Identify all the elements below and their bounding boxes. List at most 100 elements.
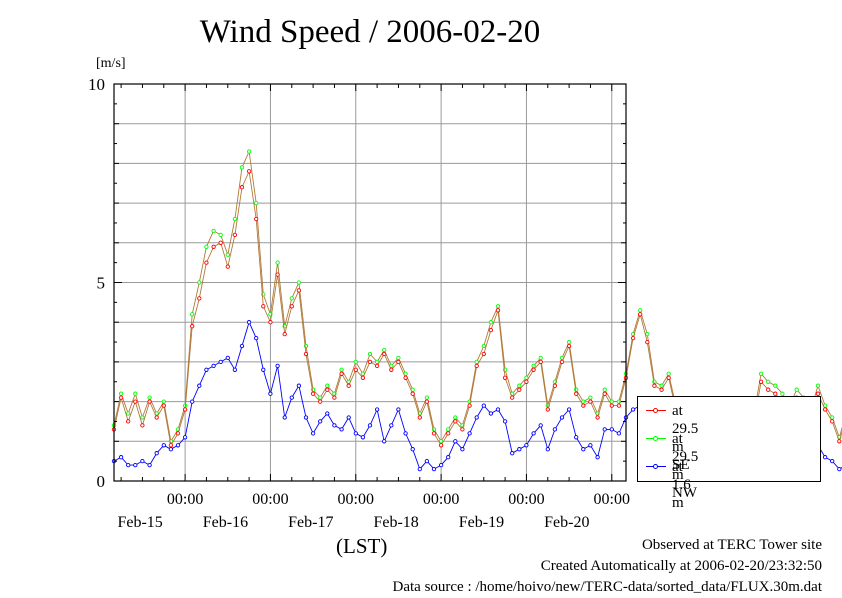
data-point [602, 387, 607, 392]
data-point [232, 232, 238, 238]
data-point [318, 399, 323, 404]
data-point [538, 359, 543, 365]
data-point [630, 407, 636, 412]
y-tick-label: 10 [88, 75, 105, 94]
data-point [474, 359, 479, 365]
data-point [453, 439, 458, 444]
data-point [339, 427, 344, 432]
data-point [225, 264, 230, 269]
data-point [638, 312, 643, 317]
data-point [766, 379, 771, 384]
data-point [531, 367, 536, 372]
data-point [488, 320, 494, 325]
data-point [197, 296, 202, 301]
x-tick-time-label: 00:00 [338, 491, 374, 508]
data-point [417, 415, 422, 420]
data-point [531, 431, 536, 436]
data-point [246, 149, 252, 154]
data-point [502, 375, 508, 380]
data-point [339, 367, 344, 372]
data-point [133, 399, 138, 404]
data-point [232, 216, 238, 222]
data-point [396, 359, 401, 365]
data-point [474, 415, 479, 420]
data-point [559, 359, 565, 365]
data-point [310, 391, 316, 396]
data-point [318, 395, 323, 400]
data-point [190, 324, 195, 329]
data-point [474, 363, 479, 369]
data-point [374, 407, 380, 412]
data-point [524, 375, 529, 380]
data-point [581, 447, 586, 452]
data-point [559, 415, 565, 420]
data-point [325, 411, 330, 416]
data-point [638, 308, 643, 313]
data-point [360, 375, 366, 380]
data-point [609, 399, 614, 404]
data-point [211, 363, 216, 369]
data-point [239, 343, 245, 349]
data-point [403, 375, 408, 380]
data-point [118, 455, 124, 460]
data-point [424, 399, 430, 404]
x-tick-time-label: 00:00 [167, 491, 203, 508]
data-point [609, 427, 614, 432]
data-point [232, 367, 238, 372]
x-tick-date-label: Feb-20 [544, 514, 589, 531]
data-point [830, 415, 835, 420]
data-point [282, 331, 287, 337]
axis-ticks: 051000:00Feb-1500:00Feb-1600:00Feb-1700:… [88, 75, 630, 531]
data-point [481, 351, 486, 357]
data-point [275, 363, 280, 369]
data-point [289, 304, 294, 309]
data-point [822, 455, 828, 460]
data-point [254, 335, 259, 341]
data-point [552, 383, 558, 388]
data-point [595, 415, 600, 420]
data-point [588, 399, 593, 404]
data-point [566, 407, 572, 412]
data-point [382, 439, 387, 444]
data-point [566, 339, 572, 345]
data-point [161, 443, 166, 448]
x-tick-date-label: Feb-15 [117, 514, 162, 531]
data-point [438, 443, 444, 448]
data-point [645, 339, 650, 345]
data-point [410, 447, 415, 452]
data-point [758, 379, 764, 384]
data-point [822, 407, 828, 412]
data-point [410, 391, 415, 396]
data-point [197, 280, 202, 285]
y-tick-label: 0 [97, 472, 106, 491]
data-point [524, 443, 529, 448]
data-point [495, 304, 501, 309]
data-point [581, 403, 586, 408]
data-point [367, 359, 373, 365]
data-point [275, 260, 280, 265]
data-point [303, 351, 309, 357]
footer-source: Data source : /home/hoivo/new/TERC-data/… [392, 579, 823, 595]
data-point [396, 407, 401, 412]
data-point [645, 331, 650, 337]
data-point [204, 244, 209, 249]
data-point [367, 423, 373, 428]
data-point [666, 375, 671, 380]
data-point [602, 427, 607, 432]
chart-title: Wind Speed / 2006-02-20 [199, 14, 541, 50]
legend-label-low: at 1.6 m [672, 459, 691, 511]
data-point [588, 443, 593, 448]
data-point [211, 244, 216, 249]
legend-swatch-se [646, 408, 666, 413]
data-point [374, 363, 380, 369]
data-point [453, 415, 458, 420]
data-point [246, 169, 252, 174]
data-point [389, 423, 394, 428]
data-point [133, 462, 138, 468]
data-point [545, 447, 550, 452]
data-point [438, 439, 444, 444]
data-point [488, 411, 494, 416]
data-point [424, 395, 430, 400]
data-point [453, 419, 458, 424]
data-point [396, 355, 401, 361]
